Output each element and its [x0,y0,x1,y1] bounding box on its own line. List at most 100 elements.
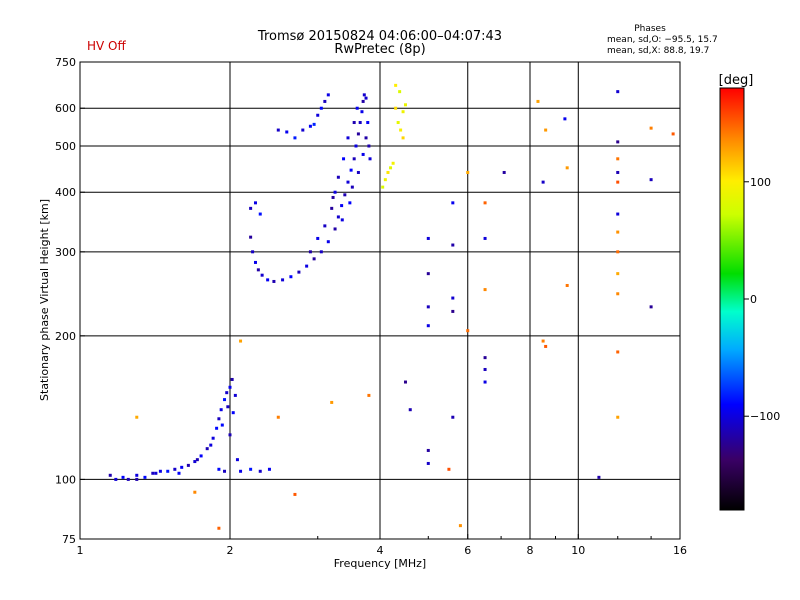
data-point [276,128,280,132]
data-point [367,393,371,397]
data-point [205,447,209,451]
data-point [312,122,316,126]
data-point [447,467,451,471]
grid-lines [80,62,680,539]
data-point [135,415,139,419]
x-tick-label: 16 [673,544,687,557]
data-point [483,367,487,371]
data-point [316,236,320,240]
y-axis-label: Stationary phase Virtual Height [km] [38,199,51,401]
data-point [126,477,130,481]
data-point [343,193,347,197]
data-point [301,128,305,132]
data-point [340,204,344,208]
x-axis: 1 2 4 6 8 10 16 [77,534,687,557]
data-point [114,477,118,481]
data-point [616,250,620,254]
data-point [180,465,184,469]
data-point [143,475,147,479]
data-point [649,305,653,309]
data-point [330,400,334,404]
x-tick-label: 4 [377,544,384,557]
data-point [352,121,356,125]
data-point [398,90,402,94]
series-o-mode-f-region-upper-wing [249,93,330,216]
data-point [389,166,393,170]
series-x-mode-trace [381,83,407,189]
series-scattered-mixed-phase-echoes [135,99,675,530]
data-point [360,110,364,114]
data-point [323,99,327,103]
data-point [316,113,320,117]
data-point [289,275,293,279]
data-point [330,206,334,210]
data-point [319,106,323,110]
data-point [230,377,234,381]
data-point [331,195,335,199]
data-point [154,471,158,475]
colorbar-tick-label: −100 [750,410,780,423]
hv-status-label: HV Off [87,39,126,53]
data-point [211,436,215,440]
data-point [293,136,297,140]
data-point [319,250,323,254]
data-point [358,121,362,125]
data-point [349,168,353,172]
data-point [215,426,219,430]
colorbar-unit-label: [deg] [719,73,754,88]
data-point [281,278,285,282]
series-scattered-echoes [403,90,653,479]
data-point [544,128,548,132]
data-point [401,110,405,114]
data-point [258,212,262,216]
data-point [616,230,620,234]
data-point [223,398,227,402]
data-point [350,185,354,189]
data-point [209,443,213,447]
data-point [235,458,239,462]
y-tick-label: 75 [62,533,76,546]
data-point [383,178,387,182]
data-point [121,475,125,479]
data-point [565,166,569,170]
data-point [346,180,350,184]
data-point [394,83,398,87]
data-point [451,415,455,419]
y-tick-label: 200 [55,330,76,343]
data-point [362,93,366,97]
data-point [151,471,155,475]
data-point [108,473,112,477]
data-point [466,170,470,174]
data-point [326,93,330,97]
data-point [671,132,675,136]
data-point [342,157,346,161]
data-point [293,492,297,496]
data-point [451,243,455,247]
colorbar [719,87,745,511]
data-point [426,448,430,452]
data-point [135,473,139,477]
data-point [258,469,262,473]
data-point [451,201,455,205]
data-point [426,272,430,276]
data-point [649,126,653,130]
data-point [544,344,548,348]
colorbar-tick-label: 100 [750,176,771,189]
data-point [381,185,385,189]
data-point [616,272,620,276]
data-point [297,270,301,274]
data-point [333,190,337,194]
data-point [186,463,190,467]
data-point [597,475,601,479]
data-point [483,356,487,360]
data-point [249,206,253,210]
data-point [451,309,455,313]
x-tick-label: 1 [77,544,84,557]
data-point [541,339,545,343]
data-point [228,385,232,389]
data-point [253,260,257,264]
data-point [356,170,360,174]
data-point [226,405,230,409]
data-point [352,157,356,161]
